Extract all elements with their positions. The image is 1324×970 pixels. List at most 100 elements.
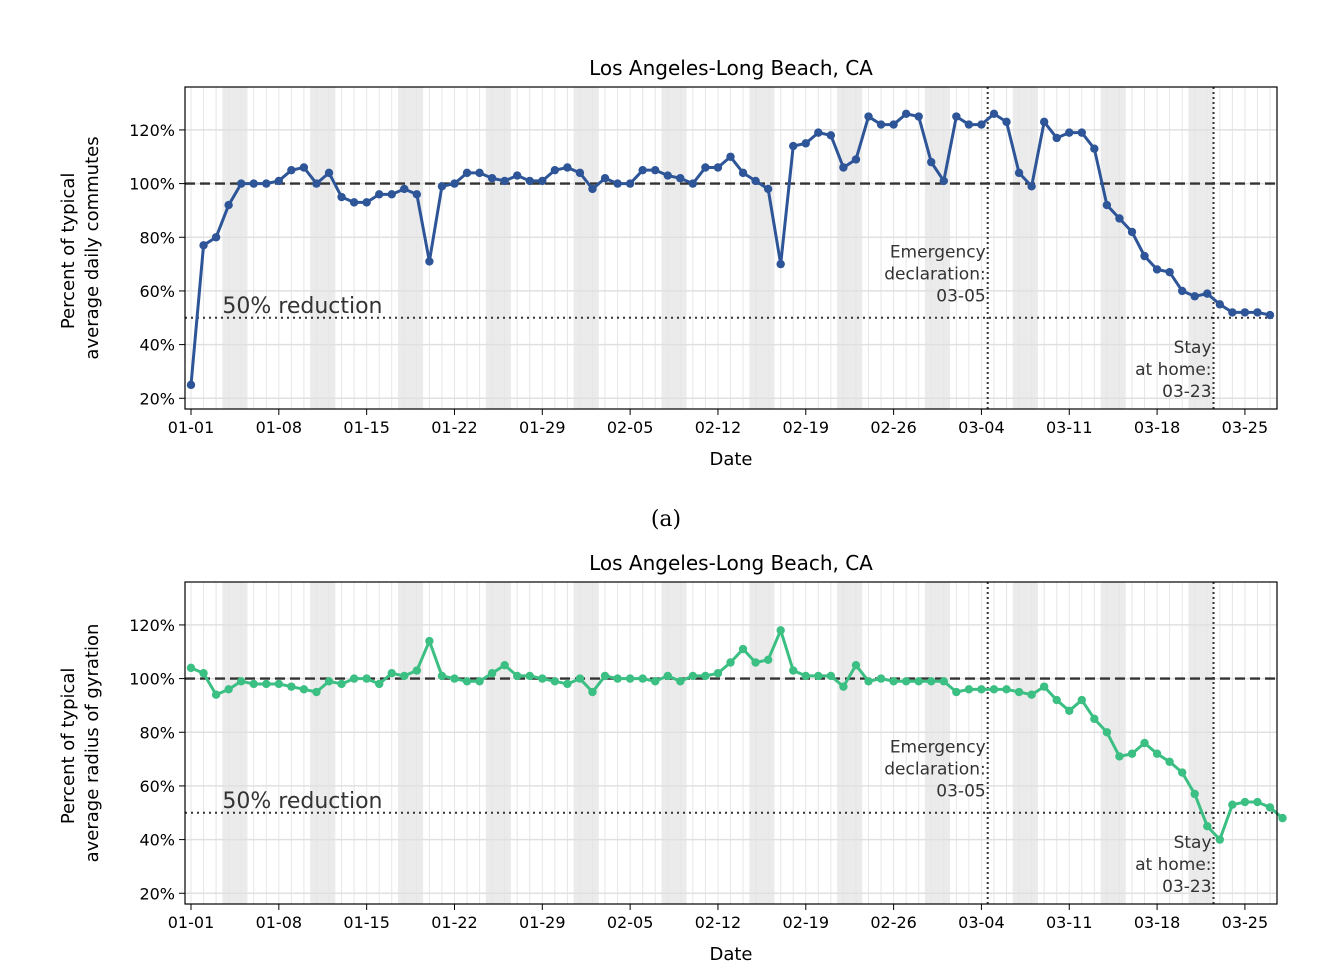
x-tick-label: 02-05 <box>607 913 654 932</box>
data-point <box>701 671 710 681</box>
data-point <box>864 677 873 686</box>
weekend-band <box>398 87 424 409</box>
data-point <box>362 198 371 207</box>
data-point <box>224 200 233 210</box>
data-point <box>651 165 660 175</box>
data-point <box>1240 308 1250 317</box>
x-tick-label: 01-15 <box>343 913 390 932</box>
data-point <box>989 109 999 119</box>
weekend-band <box>573 87 599 409</box>
data-point <box>287 165 296 175</box>
data-point <box>1102 200 1112 210</box>
data-point <box>1115 752 1124 761</box>
series-line-path <box>190 628 1284 842</box>
data-point <box>538 176 547 186</box>
data-point <box>337 679 346 689</box>
data-point <box>450 179 459 188</box>
weekend-band <box>1188 582 1214 904</box>
event-label-line: Emergency <box>890 737 986 757</box>
x-tick-label: 01-29 <box>519 913 566 932</box>
data-point <box>876 674 886 683</box>
data-point <box>1152 265 1162 274</box>
data-point <box>789 141 798 151</box>
x-tick-label: 02-05 <box>607 418 654 437</box>
data-point <box>362 674 371 683</box>
x-tick-label: 03-11 <box>1046 913 1093 932</box>
data-point <box>274 176 284 186</box>
event-label-line: declaration: <box>884 759 985 779</box>
series-line <box>186 626 1287 844</box>
commutes-panel: 50% reduction Emergency declaration: 03-05… <box>58 56 1278 470</box>
x-axis: 01-01 01-08 01-15 01-22 01-29 02-05 02-12 02-19… <box>168 904 1268 932</box>
data-point <box>889 120 898 129</box>
data-point <box>688 671 698 681</box>
event-label: Stay at home: 03-23 <box>1135 338 1211 402</box>
data-point <box>1002 117 1011 127</box>
weekend-band <box>485 582 511 904</box>
data-point <box>638 674 647 683</box>
data-point <box>789 666 798 675</box>
y-tick-label: 60% <box>139 282 175 301</box>
data-point <box>638 165 647 175</box>
data-point <box>249 679 258 689</box>
data-point <box>839 682 848 691</box>
data-point <box>324 677 334 686</box>
y-tick-label: 100% <box>129 670 175 689</box>
series-line <box>186 109 1275 390</box>
panel-caption: (a) <box>651 507 681 532</box>
data-point <box>450 674 459 683</box>
x-tick-label: 01-29 <box>519 418 566 437</box>
data-point <box>199 669 208 678</box>
data-point <box>374 679 384 689</box>
data-point <box>814 128 823 137</box>
data-point <box>412 190 422 199</box>
data-point <box>1090 144 1099 153</box>
data-point <box>400 184 409 194</box>
data-point <box>1253 797 1262 807</box>
y-axis: 20% 40% 60% 80% 100% 120% <box>129 616 185 903</box>
data-point <box>287 682 296 691</box>
weekend-band <box>1012 87 1038 409</box>
x-tick-label: 01-08 <box>256 418 303 437</box>
event-label-line: 03-05 <box>936 286 985 306</box>
data-point <box>977 120 986 129</box>
weekend-band <box>222 582 248 904</box>
x-tick-label: 03-25 <box>1222 418 1269 437</box>
data-point <box>588 184 597 194</box>
data-point <box>475 168 484 178</box>
data-point <box>763 655 773 665</box>
data-point <box>613 674 622 683</box>
event-label-line: Emergency <box>890 242 986 262</box>
y-axis: 20% 40% 60% 80% 100% 120% <box>129 121 185 408</box>
x-axis-label: Date <box>709 944 752 965</box>
grid <box>185 87 1277 409</box>
data-point <box>663 671 672 681</box>
x-tick-label: 02-26 <box>870 913 917 932</box>
weekend-band <box>837 87 863 409</box>
data-point <box>437 671 447 681</box>
weekend-band <box>661 582 687 904</box>
data-point <box>1052 133 1061 143</box>
data-point <box>1102 728 1112 737</box>
data-point <box>914 112 923 121</box>
y-tick-label: 40% <box>139 831 175 850</box>
data-point <box>550 165 560 175</box>
x-tick-label: 02-12 <box>695 418 742 437</box>
weekend-band <box>924 582 951 904</box>
data-point <box>914 677 923 686</box>
data-point <box>412 666 422 675</box>
x-tick-label: 02-19 <box>783 913 830 932</box>
weekend-shading <box>222 87 1214 409</box>
data-point <box>1215 835 1225 844</box>
data-point <box>312 179 321 188</box>
data-point <box>1140 738 1149 748</box>
x-tick-label: 01-01 <box>168 418 215 437</box>
x-tick-label: 01-15 <box>343 418 390 437</box>
data-point <box>1014 168 1024 178</box>
data-point <box>1215 300 1225 309</box>
data-point <box>575 168 585 178</box>
data-point <box>299 163 309 172</box>
data-point <box>600 671 610 681</box>
weekend-band <box>749 87 775 409</box>
data-point <box>387 669 396 678</box>
